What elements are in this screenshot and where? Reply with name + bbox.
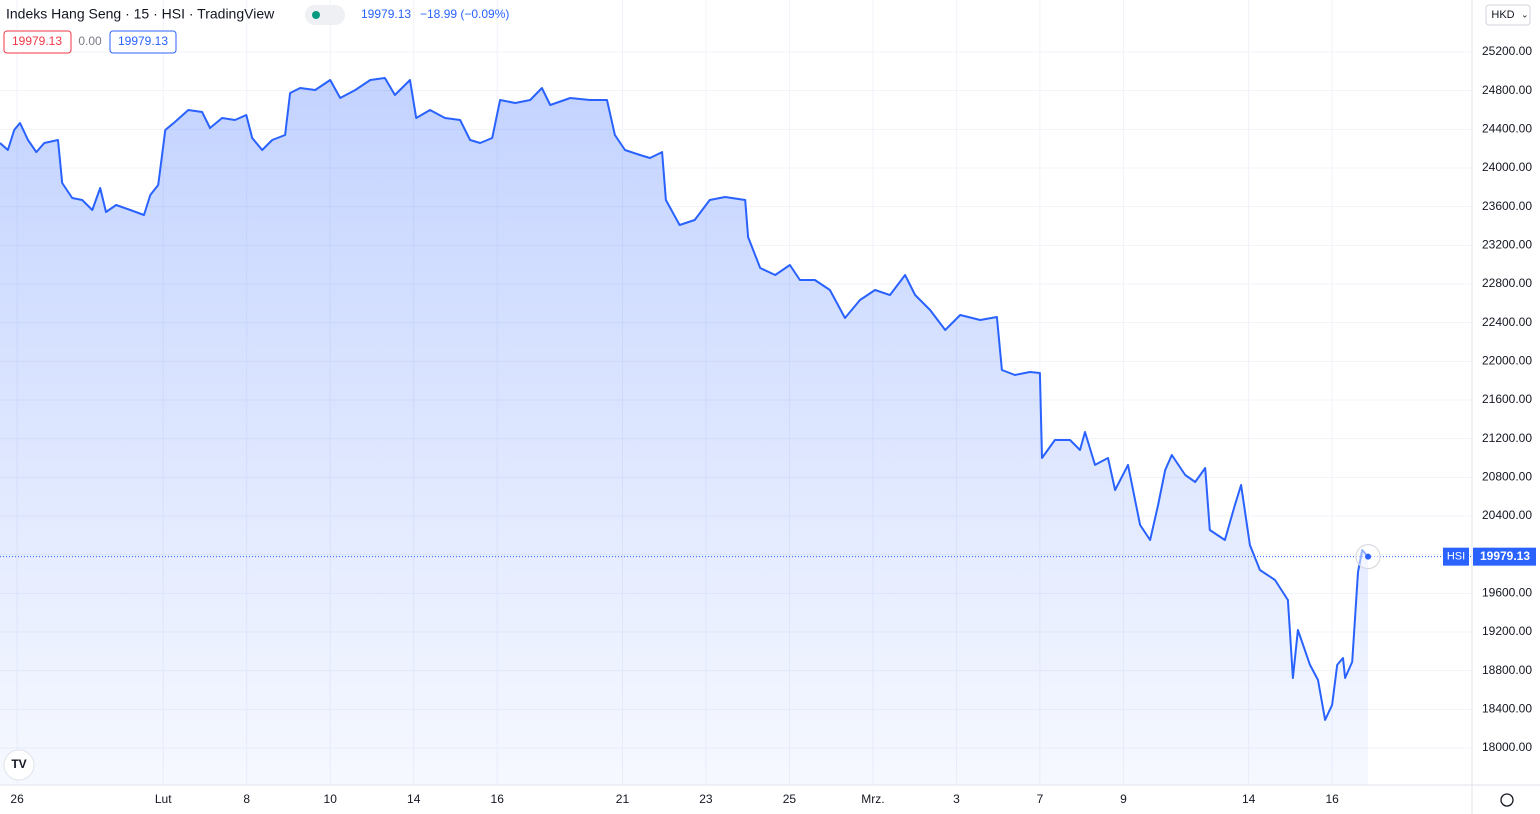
x-tick-label: 16	[491, 792, 505, 806]
y-tick-label: 22800.00	[1482, 276, 1532, 290]
plot	[0, 77, 1472, 785]
price-line	[0, 77, 1369, 721]
currency-caret[interactable]: ⌄	[1521, 9, 1529, 19]
x-tick-label: 14	[407, 792, 421, 806]
y-tick-label: 18400.00	[1482, 701, 1532, 715]
x-tick-label: 9	[1120, 792, 1127, 806]
x-tick-label: 25	[783, 792, 797, 806]
y-tick-label: 21200.00	[1482, 431, 1532, 445]
x-tick-label: 7	[1037, 792, 1044, 806]
y-tick-label: 23200.00	[1482, 238, 1532, 252]
symbol-tag-label: HSI	[1447, 551, 1465, 563]
x-tick-label: 21	[616, 792, 630, 806]
spread-value: 0.00	[78, 34, 102, 48]
currency-label[interactable]: HKD	[1491, 9, 1514, 21]
y-tick-label: 24000.00	[1482, 160, 1532, 174]
y-tick-label: 18800.00	[1482, 663, 1532, 677]
y-tick-label: 22400.00	[1482, 315, 1532, 329]
y-tick-label: 25200.00	[1482, 44, 1532, 58]
header-price: 19979.13	[361, 7, 411, 21]
status-dot	[312, 11, 320, 19]
y-tick-label: 21600.00	[1482, 392, 1532, 406]
y-tick-label: 22000.00	[1482, 353, 1532, 367]
logo-badge[interactable]	[3, 749, 35, 781]
chart-title: Indeks Hang Seng · 15 · HSI · TradingVie…	[6, 6, 275, 22]
x-tick-label: Lut	[155, 792, 172, 806]
x-tick-label: 16	[1325, 792, 1339, 806]
x-tick-label: 8	[243, 792, 250, 806]
y-tick-label: 20400.00	[1482, 508, 1532, 522]
x-tick-label: 10	[324, 792, 338, 806]
y-tick-label: 24400.00	[1482, 122, 1532, 136]
y-tick-label: 24800.00	[1482, 83, 1532, 97]
bid-value: 19979.13	[12, 34, 62, 48]
ask-box	[109, 30, 177, 54]
x-tick-label: Mrz.	[861, 792, 884, 806]
x-tick-label: 23	[699, 792, 713, 806]
header-change: −18.99 (−0.09%)	[420, 7, 509, 21]
price-tag-label: 19979.13	[1480, 549, 1530, 563]
x-tick-label: 26	[10, 792, 24, 806]
status-pill	[305, 5, 345, 25]
ask-value: 19979.13	[118, 34, 168, 48]
bid-box	[3, 30, 72, 54]
x-tick-label: 14	[1242, 792, 1256, 806]
y-tick-label: 19200.00	[1482, 624, 1532, 638]
y-tick-label: 23600.00	[1482, 199, 1532, 213]
y-tick-label: 19600.00	[1482, 585, 1532, 599]
area-fill	[0, 78, 1369, 785]
currency-button[interactable]	[1485, 4, 1531, 26]
x-tick-label: 3	[953, 792, 960, 806]
y-tick-label: 18000.00	[1482, 740, 1532, 754]
symbol-tag	[1443, 547, 1469, 566]
y-tick-label: 20800.00	[1482, 469, 1532, 483]
logo[interactable]: TV	[11, 757, 26, 771]
settings-icon[interactable]	[1500, 793, 1514, 807]
price-tag	[1473, 547, 1536, 566]
last-point	[1365, 553, 1372, 560]
